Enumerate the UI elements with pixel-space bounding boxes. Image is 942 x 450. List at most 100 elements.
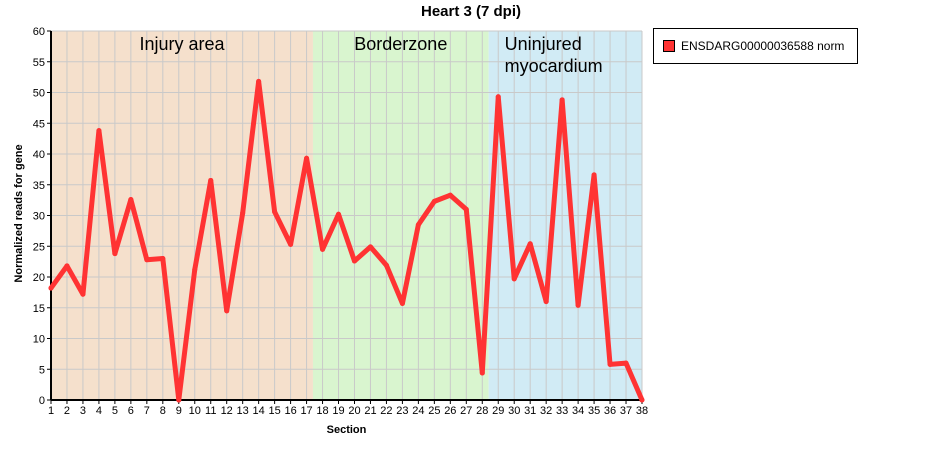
x-tick-label: 7 — [144, 405, 150, 417]
x-tick-label: 24 — [412, 405, 424, 417]
x-tick-label: 25 — [428, 405, 440, 417]
x-axis-title: Section — [327, 424, 367, 436]
data-point — [463, 206, 469, 212]
x-tick-label: 6 — [128, 405, 134, 417]
data-point — [367, 244, 373, 250]
y-tick-labels: 0 5 10 15 20 25 30 35 40 45 50 55 60 — [33, 26, 51, 407]
data-point — [112, 251, 118, 257]
x-tick-label: 27 — [460, 405, 472, 417]
data-point — [415, 222, 421, 228]
x-tick-label: 10 — [189, 405, 201, 417]
region-label: Borderzone — [354, 34, 447, 54]
x-tick-label: 4 — [96, 405, 102, 417]
data-point — [224, 308, 230, 314]
region-label: Uninjured myocardium — [505, 34, 603, 76]
data-point — [543, 299, 549, 305]
y-tick-label: 60 — [33, 26, 45, 38]
region-label-line: Injury area — [139, 34, 225, 54]
y-tick-label: 35 — [33, 180, 45, 192]
x-tick-labels: 1 2 3 4 5 6 7 8 9 10 11 12 13 14 15 16 17 18 19 20 21 22 23 24 2… — [48, 400, 648, 417]
x-tick-label: 31 — [524, 405, 536, 417]
x-tick-label: 35 — [588, 405, 600, 417]
y-tick-label: 55 — [33, 57, 45, 69]
data-point — [80, 291, 86, 297]
x-tick-label: 36 — [604, 405, 616, 417]
x-tick-label: 38 — [636, 405, 648, 417]
x-tick-label: 33 — [556, 405, 568, 417]
y-tick-label: 15 — [33, 303, 45, 315]
x-tick-label: 32 — [540, 405, 552, 417]
legend-entry-label: ENSDARG00000036588 norm — [681, 39, 845, 53]
x-tick-label: 9 — [176, 405, 182, 417]
region-label-line: Borderzone — [354, 34, 447, 54]
y-tick-label: 45 — [33, 118, 45, 130]
data-point — [176, 397, 182, 403]
y-tick-label: 40 — [33, 149, 45, 161]
series-line — [48, 78, 645, 403]
y-tick-label: 30 — [33, 211, 45, 223]
data-point — [288, 241, 294, 247]
region-label-line: Uninjured — [505, 34, 582, 54]
data-point — [607, 361, 613, 367]
x-tick-label: 14 — [253, 405, 265, 417]
data-point — [431, 198, 437, 204]
x-tick-label: 34 — [572, 405, 584, 417]
data-point — [591, 172, 597, 178]
data-point — [479, 370, 485, 376]
legend: ENSDARG00000036588 norm — [653, 28, 858, 64]
series-layer — [48, 78, 645, 403]
chart-title: Heart 3 (7 dpi) — [421, 3, 521, 20]
data-point — [48, 285, 54, 291]
data-point — [208, 177, 214, 183]
y-tick-label: 5 — [39, 364, 45, 376]
x-tick-label: 5 — [112, 405, 118, 417]
x-tick-label: 18 — [316, 405, 328, 417]
y-tick-label: 0 — [39, 395, 45, 407]
x-tick-label: 23 — [396, 405, 408, 417]
x-tick-label: 3 — [80, 405, 86, 417]
y-tick-label: 25 — [33, 241, 45, 253]
x-tick-label: 20 — [348, 405, 360, 417]
x-tick-label: 19 — [332, 405, 344, 417]
data-point — [559, 97, 565, 103]
x-tick-label: 21 — [364, 405, 376, 417]
data-point — [304, 155, 310, 161]
data-point — [527, 241, 533, 247]
data-point — [256, 78, 262, 84]
data-point — [160, 256, 166, 262]
data-point — [144, 257, 150, 263]
data-point — [623, 360, 629, 366]
x-tick-label: 11 — [205, 405, 216, 417]
data-point — [128, 197, 134, 203]
y-axis-title: Normalized reads for gene — [13, 144, 25, 282]
x-tick-label: 30 — [508, 405, 520, 417]
x-tick-label: 13 — [237, 405, 249, 417]
data-point — [639, 397, 645, 403]
data-point — [383, 262, 389, 268]
x-tick-label: 22 — [380, 405, 392, 417]
data-point — [399, 300, 405, 306]
data-point — [495, 94, 501, 100]
x-tick-label: 15 — [268, 405, 280, 417]
data-point — [511, 276, 517, 282]
x-tick-label: 26 — [444, 405, 456, 417]
data-point — [192, 267, 198, 273]
region-labels: Injury area Borderzone Uninjured myocardium — [139, 34, 602, 76]
data-point — [575, 302, 581, 308]
x-tick-label: 16 — [284, 405, 296, 417]
x-tick-label: 2 — [64, 405, 70, 417]
x-tick-label: 29 — [492, 405, 504, 417]
region-label: Injury area — [139, 34, 225, 54]
x-tick-label: 12 — [221, 405, 233, 417]
data-point — [336, 211, 342, 217]
y-tick-label: 50 — [33, 88, 45, 100]
y-tick-label: 20 — [33, 272, 45, 284]
data-point — [96, 128, 102, 134]
data-point — [272, 209, 278, 215]
legend-swatch — [663, 40, 675, 52]
y-tick-label: 10 — [33, 334, 45, 346]
x-tick-label: 17 — [300, 405, 312, 417]
data-point — [320, 246, 326, 252]
x-tick-label: 37 — [620, 405, 632, 417]
data-point — [351, 258, 357, 264]
